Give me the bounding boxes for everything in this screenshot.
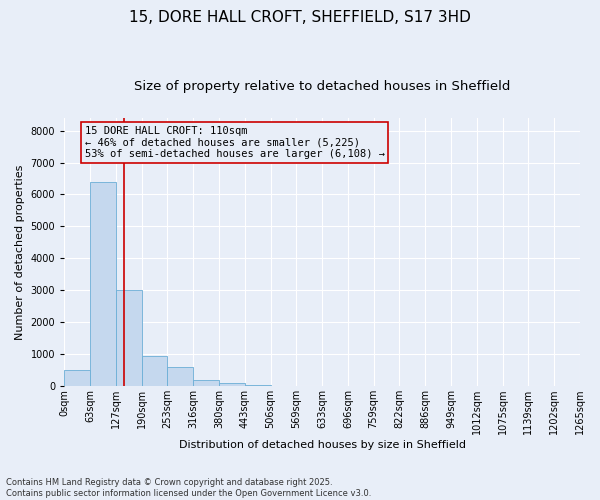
Bar [116,290,142,386]
Bar [193,380,219,386]
Bar [142,356,167,386]
Bar [219,383,245,386]
Y-axis label: Number of detached properties: Number of detached properties [15,164,25,340]
Text: 15 DORE HALL CROFT: 110sqm
← 46% of detached houses are smaller (5,225)
53% of s: 15 DORE HALL CROFT: 110sqm ← 46% of deta… [85,126,385,159]
Text: 15, DORE HALL CROFT, SHEFFIELD, S17 3HD: 15, DORE HALL CROFT, SHEFFIELD, S17 3HD [129,10,471,25]
Bar [64,370,90,386]
Text: Contains HM Land Registry data © Crown copyright and database right 2025.
Contai: Contains HM Land Registry data © Crown c… [6,478,371,498]
Bar [245,384,271,386]
X-axis label: Distribution of detached houses by size in Sheffield: Distribution of detached houses by size … [179,440,466,450]
Bar [167,367,193,386]
Title: Size of property relative to detached houses in Sheffield: Size of property relative to detached ho… [134,80,510,93]
Bar [90,182,116,386]
